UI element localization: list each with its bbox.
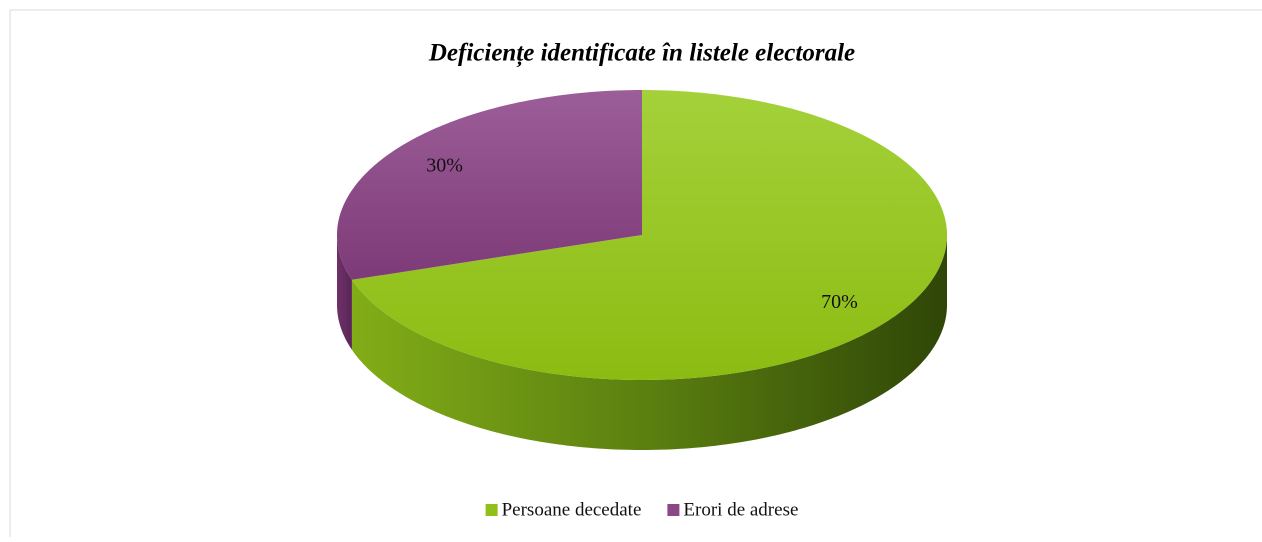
legend: Persoane decedate Erori de adrese — [485, 499, 798, 520]
slice-side — [337, 235, 352, 350]
pie — [337, 90, 948, 450]
legend-label: Persoane decedate — [502, 499, 642, 520]
labels: 70% 30% — [426, 154, 857, 312]
chart-title: Deficiențe identificate în listele elect… — [428, 40, 855, 68]
legend-swatch — [667, 504, 680, 516]
legend-swatch — [485, 504, 498, 516]
data-label: 30% — [426, 154, 463, 176]
legend-item: Persoane decedate — [485, 499, 642, 520]
slice — [337, 90, 642, 280]
slice — [351, 90, 948, 380]
data-label: 70% — [821, 291, 858, 313]
slice-side — [351, 235, 948, 450]
legend-label: Erori de adrese — [683, 499, 798, 520]
legend-item: Erori de adrese — [667, 499, 798, 520]
